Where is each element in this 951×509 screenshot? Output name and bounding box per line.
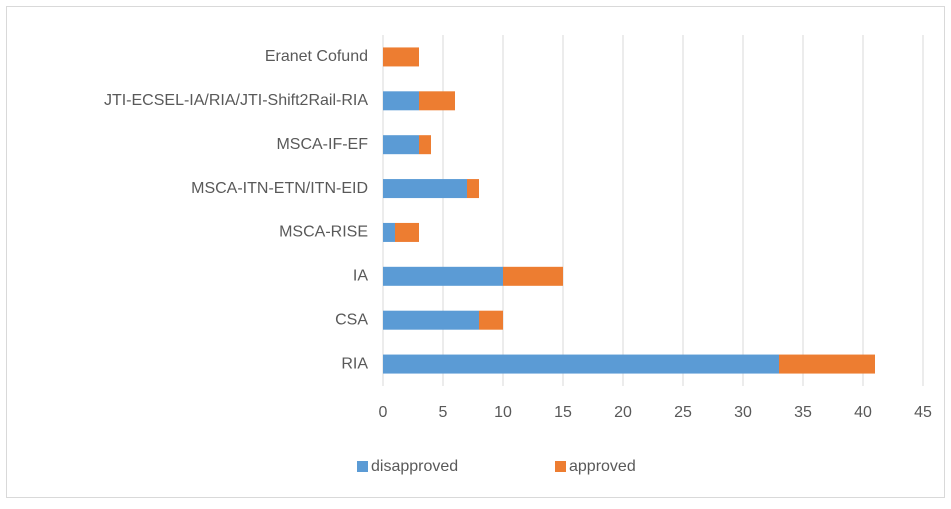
bar-segment [383,222,395,242]
legend-label: approved [569,458,636,475]
legend-swatch [357,461,368,472]
y-tick-label: CSA [335,311,368,328]
x-tick-label: 20 [614,404,632,421]
legend-label: disapproved [371,458,458,475]
x-tick-label: 5 [439,404,448,421]
legend-swatch [555,461,566,472]
bar-segment [779,354,875,374]
y-tick-label: Eranet Cofund [265,48,368,65]
bar-segment [383,354,779,374]
bar-segment [479,310,503,330]
bar-segment [383,47,419,67]
y-tick-label: RIA [341,355,368,372]
x-tick-label: 40 [854,404,872,421]
chart-border [6,6,945,498]
bar-segment [395,222,419,242]
x-tick-label: 10 [494,404,512,421]
y-tick-label: MSCA-ITN-ETN/ITN-EID [191,180,368,197]
bar-segment [419,135,431,155]
bar-segment [383,135,419,155]
bar-segment [383,310,479,330]
y-tick-label: MSCA-RISE [279,224,368,241]
bar-segment [383,179,467,199]
x-tick-label: 25 [674,404,692,421]
x-tick-label: 35 [794,404,812,421]
bar-segment [383,266,503,286]
bar-segment [467,179,479,199]
y-tick-label: IA [353,268,368,285]
bar-segment [383,91,419,111]
x-tick-label: 45 [914,404,932,421]
x-tick-label: 15 [554,404,572,421]
bar-segment [419,91,455,111]
bar-segment [503,266,563,286]
x-tick-label: 0 [379,404,388,421]
y-tick-label: JTI-ECSEL-IA/RIA/JTI-Shift2Rail-RIA [104,92,368,109]
x-tick-label: 30 [734,404,752,421]
y-tick-label: MSCA-IF-EF [276,136,368,153]
